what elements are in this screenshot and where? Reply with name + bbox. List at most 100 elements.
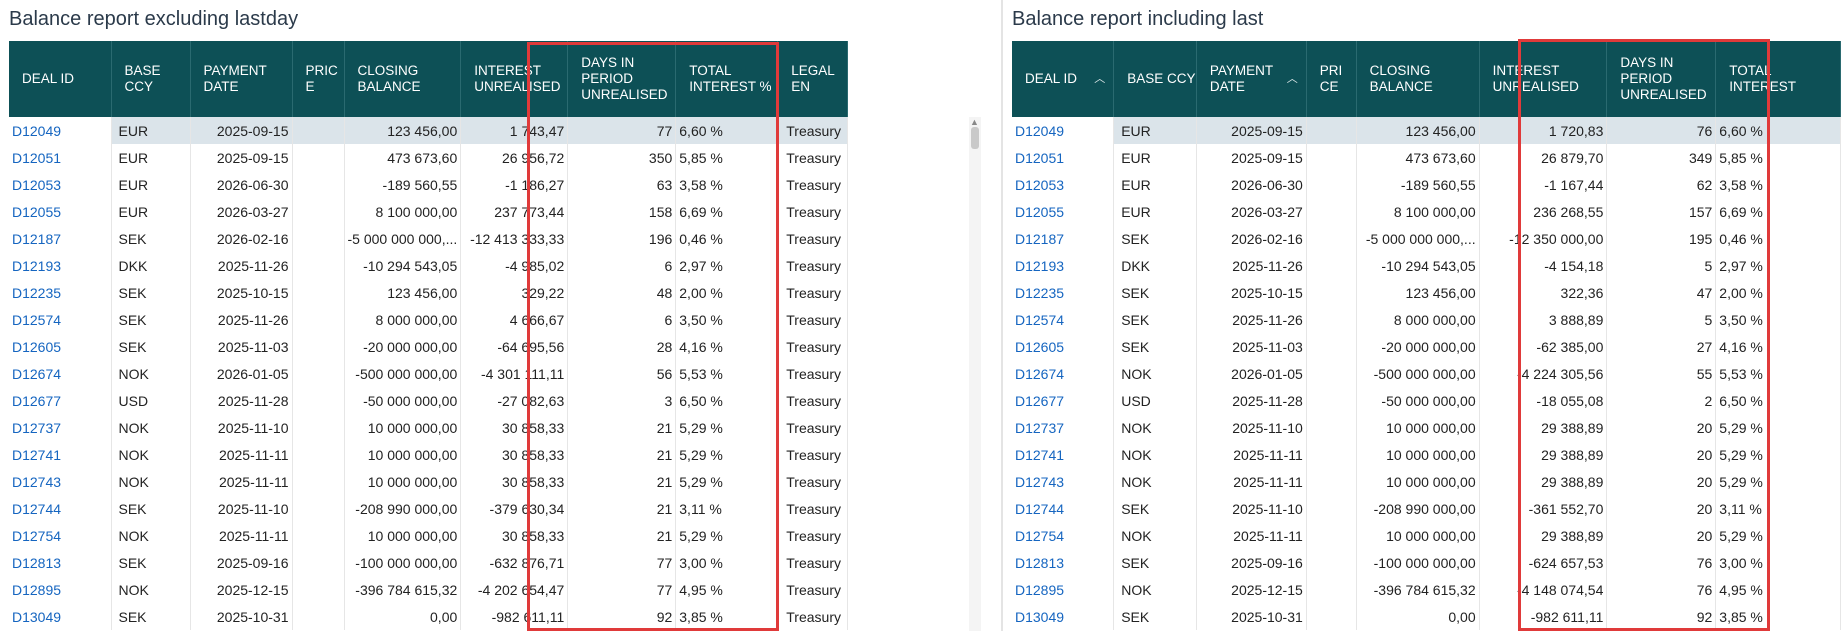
table-row[interactable]: D12235 SEK 2025-10-15 123 456,00 329,22 48 2,0… (9, 279, 849, 306)
table-row[interactable]: D12187 SEK 2026-02-16 -5 000 000 000,... -12… (9, 225, 849, 252)
table-row[interactable]: D12754 NOK 2025-11-11 10 000 000,00 30 858,3… (9, 522, 849, 549)
table-row[interactable]: D12754 NOK 2025-11-11 10 000 000,00 29 388,8… (1012, 522, 1841, 549)
table-row[interactable]: D12053 EUR 2026-06-30 -189 560,55 -1 186,27 6… (9, 171, 849, 198)
deal-id-link[interactable]: D12813 (1015, 554, 1065, 571)
table-row[interactable]: D12605 SEK 2025-11-03 -20 000 000,00 -62 385… (1012, 333, 1841, 360)
table-row[interactable]: D13049 SEK 2025-10-31 0,00 -982 611,11 92 3,85… (1012, 603, 1841, 630)
deal-id-link[interactable]: D12053 (1015, 176, 1065, 193)
column-header-interest-unrealised[interactable]: INTEREST UNREALISED (1479, 41, 1608, 117)
deal-id-link[interactable]: D12737 (1015, 419, 1065, 436)
column-header-closing-balance[interactable]: CLOSING BALANCE (344, 41, 462, 117)
column-header-pri-ce[interactable]: PRI CE (1306, 41, 1357, 117)
deal-id-link[interactable]: D12813 (12, 554, 62, 571)
table-row[interactable]: D12055 EUR 2026-03-27 8 100 000,00 237 773,4… (9, 198, 849, 225)
table-row[interactable]: D12674 NOK 2026-01-05 -500 000 000,00 -4 301… (9, 360, 849, 387)
column-header-deal-id[interactable]: DEAL ID (9, 41, 112, 117)
table-row[interactable]: D12677 USD 2025-11-28 -50 000 000,00 -27 082… (9, 387, 849, 414)
deal-id-link[interactable]: D12055 (12, 203, 62, 220)
table-row[interactable]: D12051 EUR 2025-09-15 473 673,60 26 956,72 35… (9, 144, 849, 171)
table-row[interactable]: D12235 SEK 2025-10-15 123 456,00 322,36 47 2,0… (1012, 279, 1841, 306)
table-row[interactable]: D12049 EUR 2025-09-15 123 456,00 1 743,47 77 6… (9, 117, 849, 144)
column-header-payment-date[interactable]: PAYMENT DATE ︿ (1196, 41, 1307, 117)
deal-id-link[interactable]: D12677 (12, 392, 62, 409)
deal-id-link[interactable]: D12235 (12, 284, 62, 301)
deal-id-link[interactable]: D12049 (12, 122, 62, 139)
deal-id-link[interactable]: D12049 (1015, 122, 1065, 139)
table-row[interactable]: D12743 NOK 2025-11-11 10 000 000,00 29 388,8… (1012, 468, 1841, 495)
deal-id-link[interactable]: D12574 (1015, 311, 1065, 328)
deal-id-link[interactable]: D12743 (1015, 473, 1065, 490)
column-header-days-in-period-unrealised[interactable]: DAYS IN PERIOD UNREALISED (567, 41, 677, 117)
table-row[interactable]: D12187 SEK 2026-02-16 -5 000 000 000,... -12… (1012, 225, 1841, 252)
table-row[interactable]: D12741 NOK 2025-11-11 10 000 000,00 29 388,8… (1012, 441, 1841, 468)
deal-id-link[interactable]: D12051 (1015, 149, 1065, 166)
left-vertical-scrollbar[interactable]: ▲ (969, 117, 981, 631)
table-row[interactable]: D13049 SEK 2025-10-31 0,00 -982 611,11 92 3,85… (9, 603, 849, 630)
table-row[interactable]: D12895 NOK 2025-12-15 -396 784 615,32 -4 148… (1012, 576, 1841, 603)
column-header-closing-balance[interactable]: CLOSING BALANCE (1356, 41, 1480, 117)
table-row[interactable]: D12813 SEK 2025-09-16 -100 000 000,00 -624 6… (1012, 549, 1841, 576)
column-header-deal-id[interactable]: DEAL ID ︿ (1012, 41, 1115, 117)
cell-interest-unrealised: -64 695,56 (460, 333, 569, 360)
chevron-up-icon[interactable]: ︿ (1094, 73, 1106, 85)
triangle-up-icon[interactable]: ▲ (970, 117, 979, 127)
table-row[interactable]: D12051 EUR 2025-09-15 473 673,60 26 879,70 34… (1012, 144, 1841, 171)
left-scroll-thumb[interactable] (971, 127, 979, 149)
deal-id-link[interactable]: D12055 (1015, 203, 1065, 220)
deal-id-link[interactable]: D12605 (1015, 338, 1065, 355)
deal-id-link[interactable]: D12605 (12, 338, 62, 355)
table-row[interactable]: D12193 DKK 2025-11-26 -10 294 543,05 -4 985,… (9, 252, 849, 279)
column-header-pric-e[interactable]: PRIC E (292, 41, 345, 117)
deal-id-link[interactable]: D12193 (1015, 257, 1065, 274)
deal-id-link[interactable]: D12895 (1015, 581, 1065, 598)
column-header-days-in-period-unrealised[interactable]: DAYS IN PERIOD UNREALISED (1606, 41, 1717, 117)
deal-id-link[interactable]: D12187 (12, 230, 62, 247)
deal-id-link[interactable]: D12754 (1015, 527, 1065, 544)
deal-id-link[interactable]: D12053 (12, 176, 62, 193)
deal-id-link[interactable]: D12193 (12, 257, 62, 274)
column-header-base-ccy[interactable]: BASE CCY (111, 41, 191, 117)
deal-id-link[interactable]: D12187 (1015, 230, 1065, 247)
table-row[interactable]: D12055 EUR 2026-03-27 8 100 000,00 236 268,5… (1012, 198, 1841, 225)
chevron-up-icon[interactable]: ︿ (1286, 73, 1298, 85)
deal-id-link[interactable]: D12235 (1015, 284, 1065, 301)
deal-id-link[interactable]: D12743 (12, 473, 62, 490)
cell-closing-balance: 10 000 000,00 (344, 414, 462, 441)
table-row[interactable]: D12737 NOK 2025-11-10 10 000 000,00 29 388,8… (1012, 414, 1841, 441)
deal-id-link[interactable]: D12674 (1015, 365, 1065, 382)
column-header-total-interest[interactable]: TOTAL INTEREST (1715, 41, 1841, 117)
deal-id-link[interactable]: D12574 (12, 311, 62, 328)
deal-id-link[interactable]: D12737 (12, 419, 62, 436)
table-row[interactable]: D12053 EUR 2026-06-30 -189 560,55 -1 167,44 6… (1012, 171, 1841, 198)
column-header-interest-unrealised[interactable]: INTEREST UNREALISED (460, 41, 569, 117)
deal-id-link[interactable]: D12895 (12, 581, 62, 598)
deal-id-link[interactable]: D12744 (1015, 500, 1065, 517)
table-row[interactable]: D12743 NOK 2025-11-11 10 000 000,00 30 858,3… (9, 468, 849, 495)
deal-id-link[interactable]: D13049 (12, 608, 62, 625)
table-row[interactable]: D12813 SEK 2025-09-16 -100 000 000,00 -632 8… (9, 549, 849, 576)
table-row[interactable]: D12744 SEK 2025-11-10 -208 990 000,00 -379 6… (9, 495, 849, 522)
table-row[interactable]: D12674 NOK 2026-01-05 -500 000 000,00 -4 224… (1012, 360, 1841, 387)
table-row[interactable]: D12737 NOK 2025-11-10 10 000 000,00 30 858,3… (9, 414, 849, 441)
table-row[interactable]: D12895 NOK 2025-12-15 -396 784 615,32 -4 202… (9, 576, 849, 603)
table-row[interactable]: D12193 DKK 2025-11-26 -10 294 543,05 -4 154,… (1012, 252, 1841, 279)
table-row[interactable]: D12741 NOK 2025-11-11 10 000 000,00 30 858,3… (9, 441, 849, 468)
deal-id-link[interactable]: D12051 (12, 149, 62, 166)
column-header-base-ccy[interactable]: BASE CCY (1113, 41, 1197, 117)
column-header-total-interest[interactable]: TOTAL INTEREST % (675, 41, 779, 117)
deal-id-link[interactable]: D12677 (1015, 392, 1065, 409)
deal-id-link[interactable]: D12741 (12, 446, 62, 463)
table-row[interactable]: D12049 EUR 2025-09-15 123 456,00 1 720,83 76 6… (1012, 117, 1841, 144)
column-header-legal-en[interactable]: LEGAL EN (777, 41, 849, 117)
column-header-payment-date[interactable]: PAYMENT DATE (190, 41, 293, 117)
table-row[interactable]: D12744 SEK 2025-11-10 -208 990 000,00 -361 5… (1012, 495, 1841, 522)
deal-id-link[interactable]: D12741 (1015, 446, 1065, 463)
deal-id-link[interactable]: D12674 (12, 365, 62, 382)
table-row[interactable]: D12605 SEK 2025-11-03 -20 000 000,00 -64 695… (9, 333, 849, 360)
table-row[interactable]: D12677 USD 2025-11-28 -50 000 000,00 -18 055… (1012, 387, 1841, 414)
table-row[interactable]: D12574 SEK 2025-11-26 8 000 000,00 3 888,89 5… (1012, 306, 1841, 333)
deal-id-link[interactable]: D12744 (12, 500, 62, 517)
deal-id-link[interactable]: D12754 (12, 527, 62, 544)
deal-id-link[interactable]: D13049 (1015, 608, 1065, 625)
table-row[interactable]: D12574 SEK 2025-11-26 8 000 000,00 4 666,67 6… (9, 306, 849, 333)
